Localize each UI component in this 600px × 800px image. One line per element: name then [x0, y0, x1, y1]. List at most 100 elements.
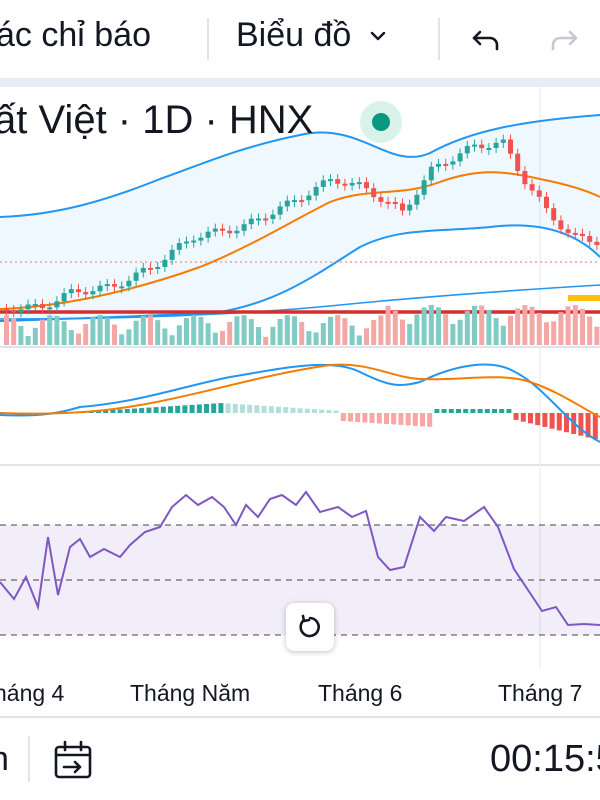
volume-bar: [299, 322, 305, 345]
volume-bar: [320, 323, 326, 345]
candle: [349, 182, 355, 186]
candle: [256, 218, 261, 221]
time-axis-label: háng 4: [0, 680, 65, 706]
macd-histogram-bar: [448, 409, 454, 413]
reset-rotate-icon: [299, 614, 320, 638]
toolbar-divider: [438, 18, 440, 60]
candle: [241, 224, 247, 231]
volume-bar: [342, 318, 348, 345]
candle: [522, 170, 528, 185]
candle: [580, 233, 585, 236]
macd-histogram-bar: [117, 409, 123, 413]
candle: [162, 259, 168, 267]
chart-canvas[interactable]: [0, 87, 600, 670]
time-axis-label: Tháng 7: [498, 680, 583, 706]
candle: [335, 179, 341, 184]
macd-histogram-bar: [276, 406, 281, 413]
macd-histogram-bar: [283, 407, 289, 413]
volume-bar: [572, 305, 578, 345]
volume-bar: [234, 316, 240, 345]
candle: [54, 301, 60, 308]
candle: [155, 266, 161, 269]
volume-bar: [18, 325, 24, 345]
bottom-divider: [0, 716, 600, 718]
candle: [25, 304, 31, 310]
macd-histogram-bar: [160, 406, 166, 413]
candle: [227, 230, 233, 234]
volume-bar: [140, 315, 146, 345]
clock-display: 00:15:5: [490, 738, 600, 780]
volume-bar: [292, 316, 297, 345]
volume-bar: [551, 321, 557, 345]
volume-bar: [443, 314, 449, 345]
volume-bar: [284, 315, 290, 345]
time-axis[interactable]: háng 4 Tháng Năm Tháng 6 Tháng 7: [0, 670, 600, 716]
volume-bar: [479, 305, 485, 345]
macd-histogram-bar: [456, 409, 461, 413]
macd-histogram-bar: [556, 413, 562, 431]
volume-bar: [133, 320, 139, 345]
macd-histogram-bar: [492, 409, 497, 413]
toolbar-bottom-strip: [0, 78, 600, 87]
candle: [457, 153, 463, 162]
candlestick-series: [4, 134, 600, 318]
range-button[interactable]: n: [0, 740, 9, 779]
volume-bar: [565, 306, 571, 345]
macd-histogram-bar: [96, 410, 101, 413]
volume-bar: [97, 315, 103, 345]
macd-histogram-bar: [182, 405, 188, 413]
volume-bar: [263, 336, 269, 345]
volume-bar: [349, 325, 355, 345]
top-toolbar: ác chỉ báo Biểu đồ: [0, 0, 600, 78]
macd-histogram-bar: [153, 407, 159, 413]
candle: [133, 272, 139, 281]
volume-bar: [248, 319, 254, 345]
candle: [536, 190, 542, 197]
volume-bar: [356, 335, 362, 345]
macd-histogram-bar: [204, 404, 209, 413]
chevron-down-icon: [371, 31, 386, 40]
macd-histogram-bar: [247, 404, 253, 413]
market-status-indicator[interactable]: [360, 101, 402, 143]
volume-bar: [414, 314, 420, 345]
chart-type-button[interactable]: Biểu đồ: [236, 16, 389, 55]
macd-histogram-bar: [412, 413, 418, 426]
candle: [378, 197, 384, 202]
volume-bar: [104, 317, 110, 345]
calendar-goto-icon[interactable]: [52, 738, 96, 782]
macd-histogram-bar: [470, 409, 476, 413]
macd-histogram-bar: [592, 413, 598, 440]
redo-button[interactable]: [544, 20, 584, 60]
candle: [284, 200, 290, 207]
reset-chart-button[interactable]: [286, 603, 334, 651]
volume-bar: [227, 321, 233, 345]
candle: [4, 309, 9, 311]
volume-bar: [457, 319, 463, 345]
candle: [248, 218, 254, 225]
macd-histogram-bar: [139, 408, 145, 413]
volume-bar: [472, 305, 477, 345]
candle: [551, 208, 557, 221]
volume-bar: [112, 324, 117, 345]
volume-bar: [126, 329, 132, 345]
macd-histogram-bar: [484, 409, 490, 413]
candle: [184, 241, 189, 244]
redo-icon: [551, 30, 578, 51]
candle: [414, 194, 420, 205]
candle: [472, 144, 477, 147]
macd-histogram-bar: [189, 404, 195, 413]
candle: [594, 241, 600, 246]
symbol-legend[interactable]: ất Việt · 1D · HNX: [0, 98, 314, 142]
macd-histogram-bar: [405, 413, 411, 426]
macd-histogram-bar: [304, 408, 310, 413]
undo-button[interactable]: [466, 20, 506, 60]
indicators-button[interactable]: ác chỉ báo: [0, 16, 151, 54]
volume-bar: [378, 315, 384, 345]
toolbar-divider: [207, 18, 209, 60]
macd-histogram-bar: [362, 413, 368, 423]
candle: [220, 228, 225, 231]
macd-histogram-bar: [578, 413, 584, 436]
volume-bar: [205, 323, 211, 345]
macd-histogram-bar: [355, 413, 361, 423]
candle: [90, 291, 96, 295]
